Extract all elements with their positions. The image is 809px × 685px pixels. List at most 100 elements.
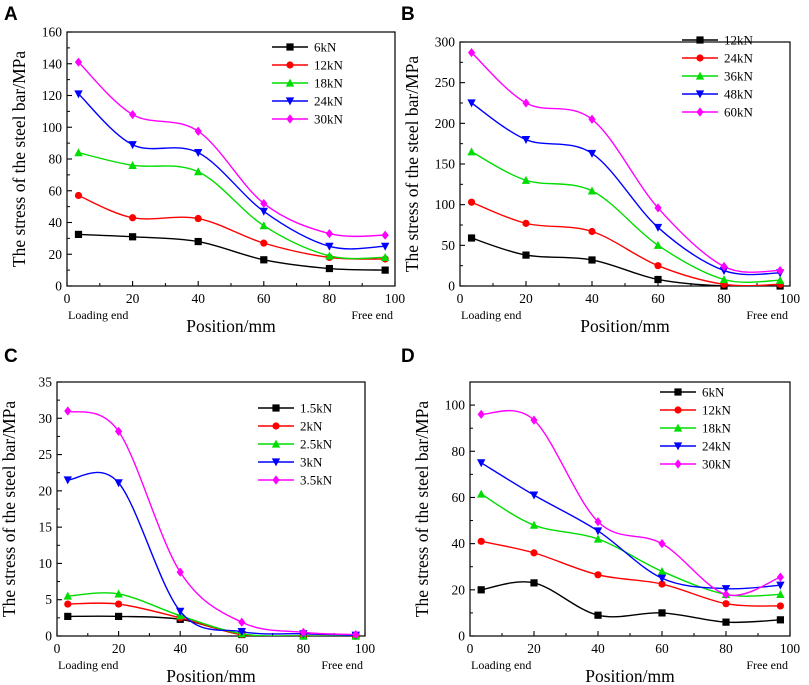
data-point <box>325 242 334 251</box>
data-point <box>477 537 485 545</box>
series-2 <box>63 589 360 640</box>
x-start-label: Loading end <box>471 658 531 672</box>
data-point <box>776 590 785 599</box>
data-point <box>477 586 485 594</box>
y-axis-title: The stress of the steel bar/MPa <box>9 51 29 267</box>
x-axis-title: Position/mm <box>186 316 276 336</box>
series-line <box>481 581 781 624</box>
data-point <box>658 580 666 588</box>
legend: 6kN 12kN 18kN 24kN 30kN <box>660 385 732 472</box>
x-axis-title: Position/mm <box>580 316 670 336</box>
x-tick-label: 60 <box>257 291 271 306</box>
y-tick-label: 10 <box>39 556 53 571</box>
legend-label: 60kN <box>724 105 754 120</box>
series-2 <box>74 148 390 262</box>
panel-label: A <box>4 4 18 25</box>
y-tick-label: 250 <box>435 75 456 90</box>
data-point <box>658 609 666 617</box>
data-point <box>467 234 476 242</box>
data-point <box>260 239 268 247</box>
legend-label: 12kN <box>314 58 344 73</box>
y-tick-label: 50 <box>442 238 456 253</box>
data-point <box>522 219 530 227</box>
legend-label: 6kN <box>314 40 337 55</box>
x-tick-label: 20 <box>126 291 140 306</box>
data-point <box>114 479 123 488</box>
legend-marker <box>285 97 295 106</box>
data-point <box>74 90 83 99</box>
data-point <box>194 214 202 223</box>
data-point <box>467 47 476 58</box>
x-axis-title: Position/mm <box>166 666 256 685</box>
y-tick-label: 0 <box>448 279 455 294</box>
x-axis-title: Position/mm <box>585 666 675 685</box>
data-point <box>238 617 246 627</box>
y-tick-label: 20 <box>49 247 63 262</box>
data-point <box>64 600 72 608</box>
legend-marker <box>696 107 704 117</box>
legend-label: 30kN <box>314 112 344 127</box>
data-point <box>237 628 246 637</box>
legend: 12kN 24kN 36kN 48kN 60kN <box>682 33 754 120</box>
series-line <box>471 237 781 286</box>
legend-marker <box>695 90 705 99</box>
data-point <box>64 406 72 416</box>
data-point <box>115 600 123 608</box>
data-point <box>380 242 390 251</box>
chart-panel-a: A 0 20 40 60 80 100 0 20 40 60 80 100 120 140 160 Loadin… <box>4 4 405 336</box>
legend-marker <box>674 406 682 414</box>
axes-frame <box>66 31 396 287</box>
x-start-label: Loading end <box>68 308 128 322</box>
data-point <box>74 57 83 67</box>
data-point <box>522 251 530 259</box>
legend-marker <box>696 36 704 44</box>
y-tick-label: 20 <box>39 483 53 498</box>
legend-label: 24kN <box>724 51 754 66</box>
legend-label: 30kN <box>702 457 732 472</box>
data-point <box>259 207 268 216</box>
legend-marker <box>271 439 281 448</box>
y-tick-label: 80 <box>452 444 466 459</box>
data-point <box>194 237 202 246</box>
data-point <box>115 612 123 621</box>
legend-marker <box>286 114 294 124</box>
y-tick-label: 80 <box>49 152 63 167</box>
data-point <box>128 160 137 169</box>
x-tick-label: 80 <box>717 291 731 306</box>
data-point <box>325 251 334 260</box>
legend-marker <box>286 61 294 69</box>
legend-label: 2.5kN <box>300 437 333 452</box>
panel-label: D <box>401 346 415 367</box>
y-tick-label: 0 <box>45 629 52 644</box>
x-tick-label: 100 <box>780 291 801 306</box>
data-point <box>529 491 539 500</box>
y-tick-label: 140 <box>42 56 63 71</box>
y-tick-label: 60 <box>452 490 466 505</box>
data-point <box>64 612 72 621</box>
legend-marker <box>695 71 705 80</box>
legend-marker <box>674 459 682 469</box>
y-tick-label: 200 <box>435 116 456 131</box>
data-point <box>776 602 785 610</box>
y-tick-label: 40 <box>49 215 63 230</box>
data-point <box>260 256 268 264</box>
legend-marker <box>674 388 682 396</box>
data-point <box>477 489 486 498</box>
y-tick-label: 20 <box>452 582 466 597</box>
data-point <box>721 585 731 594</box>
data-point <box>381 230 389 240</box>
data-point <box>530 579 538 587</box>
x-end-label: Free end <box>351 308 393 322</box>
x-tick-label: 60 <box>651 291 665 306</box>
data-point <box>776 572 784 582</box>
series-2 <box>467 147 785 284</box>
y-axis-title: The stress of the steel bar/MPa <box>402 56 422 272</box>
data-point <box>719 275 729 284</box>
legend-label: 2kN <box>300 419 323 434</box>
legend-label: 12kN <box>724 33 754 48</box>
data-point <box>657 566 667 575</box>
data-point <box>722 618 730 626</box>
series-line <box>480 462 781 590</box>
data-point <box>654 203 662 213</box>
